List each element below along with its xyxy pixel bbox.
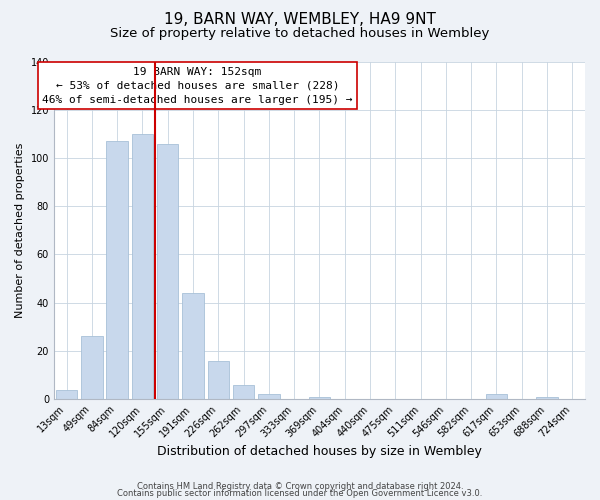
Text: 19 BARN WAY: 152sqm
← 53% of detached houses are smaller (228)
46% of semi-detac: 19 BARN WAY: 152sqm ← 53% of detached ho… bbox=[42, 66, 353, 104]
Bar bbox=[157, 144, 178, 399]
Text: Size of property relative to detached houses in Wembley: Size of property relative to detached ho… bbox=[110, 28, 490, 40]
Bar bbox=[486, 394, 507, 399]
Y-axis label: Number of detached properties: Number of detached properties bbox=[15, 142, 25, 318]
Bar bbox=[81, 336, 103, 399]
Text: 19, BARN WAY, WEMBLEY, HA9 9NT: 19, BARN WAY, WEMBLEY, HA9 9NT bbox=[164, 12, 436, 28]
Bar bbox=[258, 394, 280, 399]
Text: Contains public sector information licensed under the Open Government Licence v3: Contains public sector information licen… bbox=[118, 490, 482, 498]
Bar bbox=[536, 397, 558, 399]
Bar bbox=[106, 141, 128, 399]
Bar bbox=[208, 360, 229, 399]
Bar bbox=[233, 384, 254, 399]
Bar bbox=[309, 397, 330, 399]
Bar bbox=[131, 134, 153, 399]
X-axis label: Distribution of detached houses by size in Wembley: Distribution of detached houses by size … bbox=[157, 444, 482, 458]
Bar bbox=[56, 390, 77, 399]
Bar bbox=[182, 293, 204, 399]
Text: Contains HM Land Registry data © Crown copyright and database right 2024.: Contains HM Land Registry data © Crown c… bbox=[137, 482, 463, 491]
